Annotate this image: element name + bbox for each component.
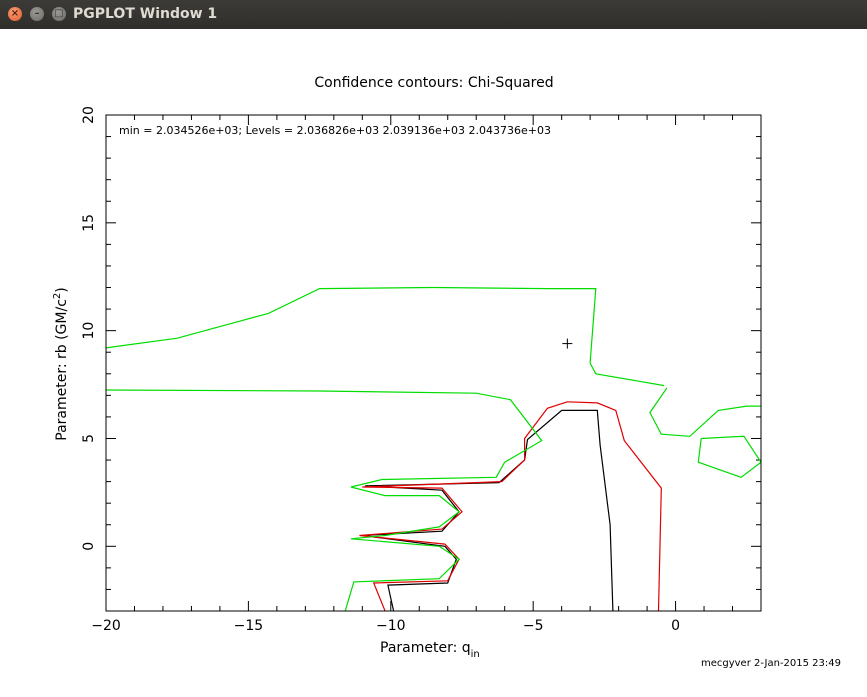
- x-tick-label: −15: [234, 618, 264, 634]
- minimum-marker: [562, 338, 573, 349]
- y-axis-label-sup: 2: [52, 293, 63, 299]
- contour-level-3-path-1: [106, 286, 665, 387]
- contour-level-3-path-2: [106, 389, 543, 611]
- axis-ticks: [105, 114, 762, 612]
- contour-level-1-path-1: [362, 409, 614, 611]
- contour-level-3-path-4: [697, 435, 761, 478]
- x-tick-label: 0: [671, 618, 680, 634]
- x-tick-label: −10: [376, 618, 406, 634]
- x-axis-label-sub: in: [471, 649, 480, 660]
- window-titlebar: × – □ PGPLOT Window 1: [0, 0, 867, 30]
- footer-stamp: mecgyver 2-Jan-2015 23:49: [701, 658, 841, 669]
- y-tick-label: 10: [81, 322, 97, 340]
- info-text: min = 2.034526e+03; Levels = 2.036826e+0…: [119, 124, 551, 137]
- y-axis-label: Parameter: rb (GM/c2): [52, 287, 70, 441]
- close-icon[interactable]: ×: [8, 7, 22, 21]
- x-tick-label: −20: [91, 618, 121, 634]
- maximize-icon[interactable]: □: [52, 7, 66, 21]
- x-axis-label: Parameter: qin: [380, 640, 480, 660]
- x-axis-label-main: Parameter: q: [380, 640, 471, 656]
- y-axis-label-main: Parameter: rb (GM/c: [54, 299, 70, 441]
- window-title: PGPLOT Window 1: [73, 6, 218, 22]
- x-tick-label: −5: [523, 618, 544, 634]
- axis-tick-labels: −20 −15 −10 −5 0 0 5 10 15 20: [81, 106, 680, 634]
- plot-canvas: Confidence contours: Chi-Squared min = 2…: [0, 29, 867, 697]
- y-tick-label: 20: [81, 106, 97, 124]
- y-tick-label: 0: [81, 542, 97, 551]
- y-tick-label: 15: [81, 214, 97, 232]
- y-tick-label: 5: [81, 434, 97, 443]
- y-axis-label-end: ): [54, 287, 70, 292]
- plot-frame: [105, 114, 762, 612]
- minimize-icon[interactable]: –: [30, 7, 44, 21]
- contour-plot: Confidence contours: Chi-Squared min = 2…: [52, 75, 841, 669]
- contour-level-3-path-3: [649, 387, 761, 437]
- contour-lines: [106, 286, 761, 611]
- contour-level-2-path-1: [359, 401, 662, 611]
- chart-title: Confidence contours: Chi-Squared: [314, 75, 553, 91]
